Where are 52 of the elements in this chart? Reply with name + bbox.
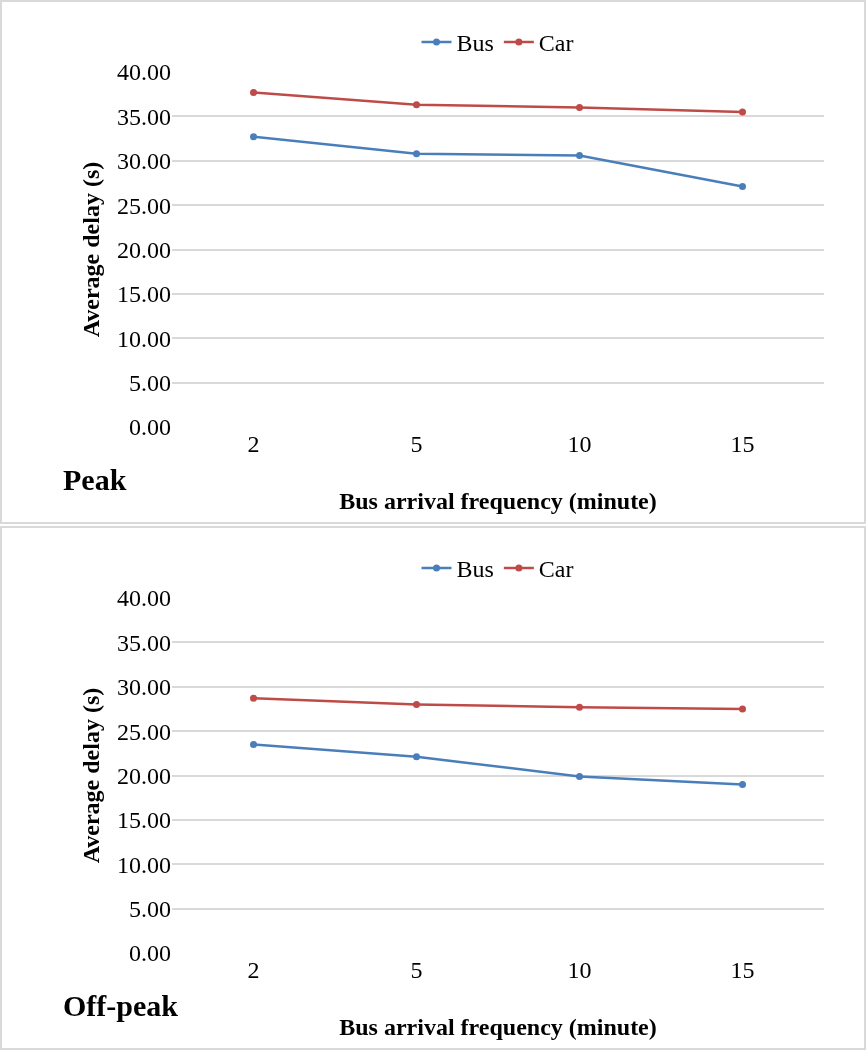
point (250, 133, 257, 141)
x-tick-label: 10 (567, 431, 592, 457)
y-tick-label: 40.00 (117, 59, 171, 86)
y-tick-label: 10.00 (117, 851, 171, 878)
point (413, 101, 420, 109)
y-axis-title: Average delay (s) (78, 161, 105, 338)
y-tick-label: 15.00 (117, 807, 171, 834)
x-tick-label: 5 (410, 957, 423, 983)
y-tick-label: 30.00 (117, 674, 171, 701)
y-tick-label: 35.00 (117, 103, 171, 130)
legend-label: Car (538, 556, 574, 583)
x-tick-label: 10 (567, 957, 592, 983)
y-tick-label: 25.00 (117, 718, 171, 745)
x-tick-label: 5 (410, 431, 423, 457)
point (739, 705, 746, 713)
legend-label: Bus (456, 30, 494, 57)
point (739, 780, 746, 788)
y-tick-label: 10.00 (117, 325, 171, 352)
point (413, 150, 420, 158)
y-tick-label: 20.00 (117, 236, 171, 263)
point (576, 703, 583, 711)
x-axis-title: Bus arrival frequency (minute) (339, 1014, 657, 1040)
point (739, 108, 746, 116)
text: Off-peak (63, 989, 179, 1022)
point (413, 753, 420, 761)
point (250, 694, 257, 702)
x-tick-label: 2 (247, 957, 260, 983)
point (250, 740, 257, 748)
legend-label: Car (538, 30, 574, 57)
legend-label: Bus (456, 556, 494, 583)
y-tick-label: 20.00 (117, 762, 171, 789)
y-tick-label: 15.00 (117, 281, 171, 308)
x-tick-label: 15 (730, 957, 755, 983)
y-tick-label: 5.00 (129, 896, 171, 923)
point (739, 182, 746, 190)
y-axis-title: Average delay (s) (78, 687, 105, 864)
y-tick-label: 25.00 (117, 192, 171, 219)
point (576, 151, 583, 159)
point (413, 701, 420, 708)
text: Peak (63, 463, 127, 496)
y-tick-label: 5.00 (129, 370, 171, 397)
x-axis-title: Bus arrival frequency (minute) (339, 488, 657, 514)
y-tick-label: 40.00 (117, 585, 171, 612)
point (250, 88, 257, 96)
y-tick-label: 0.00 (129, 414, 171, 441)
x-tick-label: 15 (730, 431, 755, 457)
x-tick-label: 2 (247, 431, 260, 457)
y-tick-label: 35.00 (117, 629, 171, 656)
point (576, 772, 583, 780)
point (576, 104, 583, 111)
y-tick-label: 0.00 (129, 940, 171, 967)
y-tick-label: 30.00 (117, 148, 171, 175)
